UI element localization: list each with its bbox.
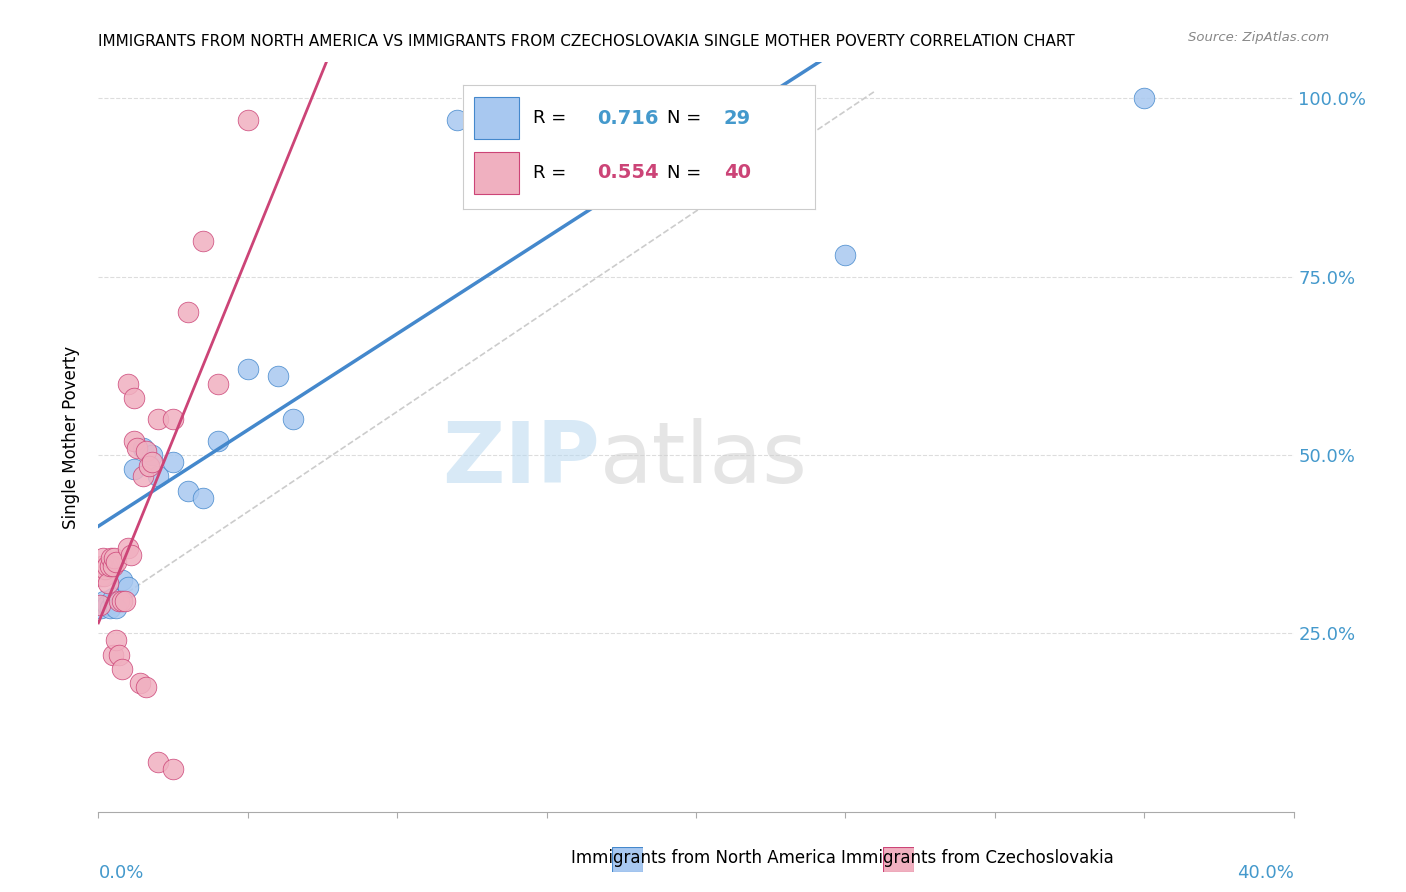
Point [94, 562, 117, 576]
Point [236, 112, 259, 127]
Point [111, 573, 134, 587]
Point [506, 112, 529, 127]
Point [91, 551, 114, 566]
Point [536, 109, 558, 123]
Point [141, 448, 163, 462]
Point [475, 112, 498, 127]
Point [135, 680, 157, 694]
Point [103, 648, 125, 662]
Point [96, 598, 118, 612]
Point [446, 112, 468, 127]
Point [105, 601, 128, 615]
Point [162, 455, 184, 469]
Point [207, 376, 229, 391]
Point [108, 594, 131, 608]
Point [148, 412, 170, 426]
Point [550, 109, 572, 123]
Point [124, 434, 146, 448]
Point [103, 551, 125, 566]
Point [93, 594, 115, 608]
Point [138, 458, 160, 473]
Text: Source: ZipAtlas.com: Source: ZipAtlas.com [1188, 31, 1329, 45]
Y-axis label: Single Mother Poverty: Single Mother Poverty [62, 345, 80, 529]
Point [141, 455, 163, 469]
Point [834, 248, 856, 262]
Point [98, 601, 122, 615]
Point [103, 558, 125, 573]
Point [162, 412, 184, 426]
Point [108, 648, 131, 662]
Text: ZIP: ZIP [443, 418, 600, 501]
Text: 40.0%: 40.0% [1237, 864, 1294, 882]
Point [91, 558, 114, 573]
Text: Immigrants from North America: Immigrants from North America [571, 849, 835, 867]
Point [236, 362, 259, 376]
Point [626, 112, 648, 127]
Point [191, 491, 214, 505]
Point [98, 558, 122, 573]
Point [132, 469, 155, 483]
Point [148, 469, 170, 483]
Point [103, 591, 125, 605]
Point [117, 580, 139, 594]
Point [177, 483, 200, 498]
Point [117, 541, 139, 555]
Point [127, 441, 149, 455]
Point [111, 662, 134, 676]
Point [124, 391, 146, 405]
Point [207, 434, 229, 448]
Point [111, 594, 134, 608]
Text: atlas: atlas [600, 418, 808, 501]
Point [105, 633, 128, 648]
Point [129, 676, 152, 690]
Point [97, 576, 120, 591]
Point [162, 762, 184, 776]
Point [281, 412, 304, 426]
Text: 0.0%: 0.0% [98, 864, 143, 882]
Point [120, 548, 142, 562]
Point [148, 755, 170, 769]
Point [93, 569, 115, 583]
Point [135, 444, 157, 458]
Point [89, 598, 111, 612]
Point [1133, 91, 1156, 105]
Point [124, 462, 146, 476]
Point [565, 112, 588, 127]
Point [90, 569, 112, 583]
Point [191, 234, 214, 248]
Point [595, 109, 617, 123]
Point [267, 369, 290, 384]
Point [117, 376, 139, 391]
Point [105, 555, 128, 569]
Point [100, 551, 122, 566]
Point [96, 558, 118, 573]
Point [132, 441, 155, 455]
Text: Immigrants from Czechoslovakia: Immigrants from Czechoslovakia [841, 849, 1114, 867]
Point [114, 594, 136, 608]
Point [177, 305, 200, 319]
Point [90, 601, 112, 615]
Text: IMMIGRANTS FROM NORTH AMERICA VS IMMIGRANTS FROM CZECHOSLOVAKIA SINGLE MOTHER PO: IMMIGRANTS FROM NORTH AMERICA VS IMMIGRA… [98, 34, 1076, 49]
